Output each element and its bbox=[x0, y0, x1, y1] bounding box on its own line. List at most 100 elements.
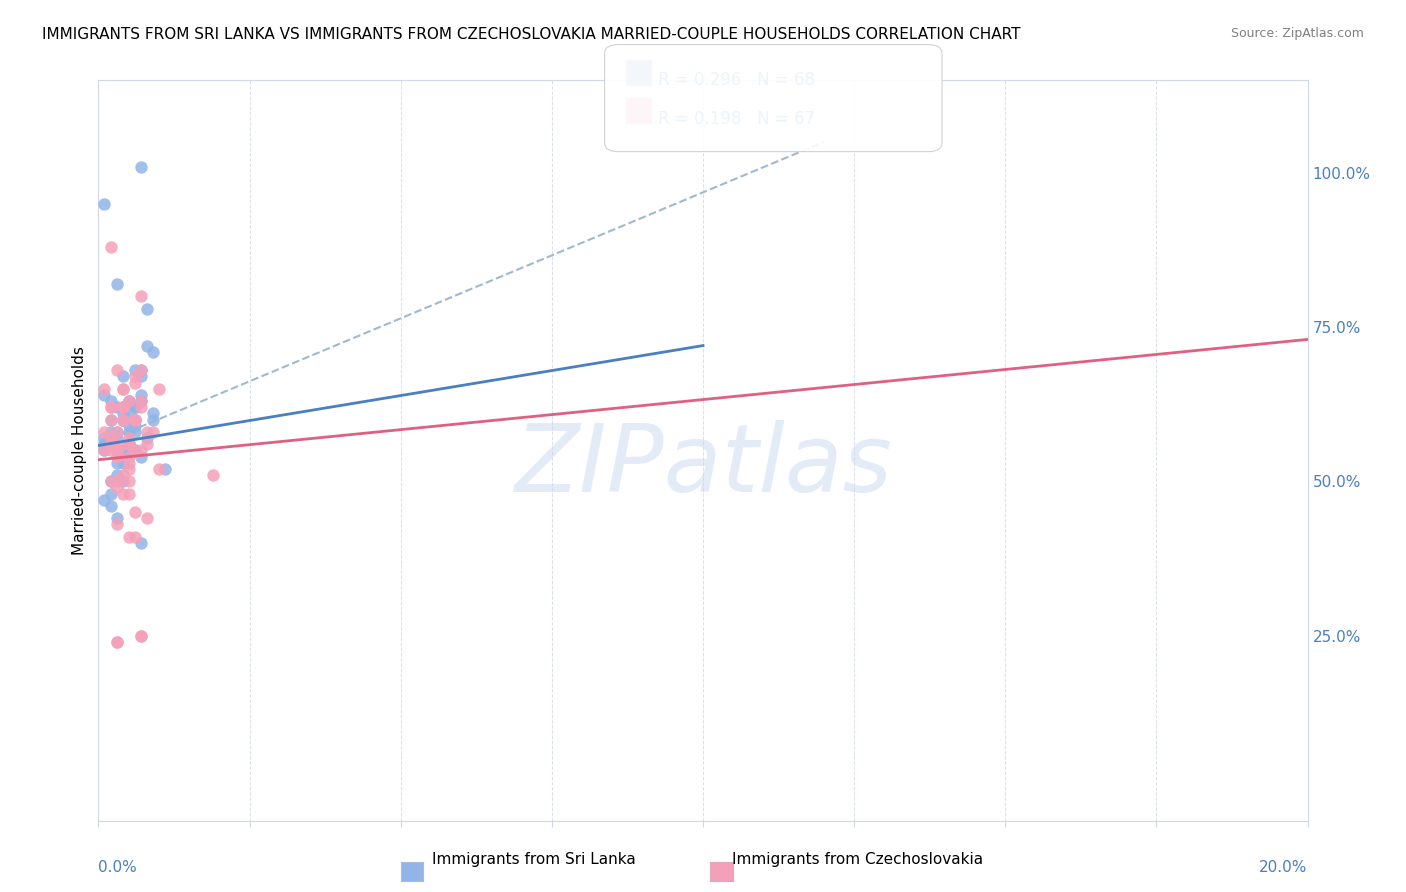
Point bbox=[124, 369, 146, 384]
Point bbox=[100, 437, 122, 451]
Point bbox=[93, 443, 115, 458]
Point bbox=[135, 425, 157, 439]
Point bbox=[111, 401, 134, 415]
Text: Immigrants from Sri Lanka: Immigrants from Sri Lanka bbox=[433, 852, 636, 867]
Point bbox=[93, 425, 115, 439]
Point bbox=[105, 443, 128, 458]
Point bbox=[118, 394, 141, 409]
Point bbox=[100, 431, 122, 445]
Point bbox=[100, 475, 122, 489]
Point bbox=[124, 412, 146, 426]
Point bbox=[93, 443, 115, 458]
Text: Immigrants from Czechoslovakia: Immigrants from Czechoslovakia bbox=[733, 852, 983, 867]
Point bbox=[100, 240, 122, 254]
Point bbox=[100, 475, 122, 489]
Point bbox=[105, 431, 128, 445]
Text: Source: ZipAtlas.com: Source: ZipAtlas.com bbox=[1230, 27, 1364, 40]
Y-axis label: Married-couple Households: Married-couple Households bbox=[72, 346, 87, 555]
Point bbox=[124, 401, 146, 415]
Point bbox=[118, 437, 141, 451]
Point bbox=[111, 401, 134, 415]
Point bbox=[111, 475, 134, 489]
Point bbox=[124, 530, 146, 544]
Point bbox=[93, 437, 115, 451]
Point bbox=[100, 412, 122, 426]
Point bbox=[105, 401, 128, 415]
Point bbox=[105, 277, 128, 291]
Point bbox=[105, 443, 128, 458]
Point bbox=[105, 443, 128, 458]
Point bbox=[135, 431, 157, 445]
Point bbox=[111, 468, 134, 483]
Text: 20.0%: 20.0% bbox=[1260, 860, 1308, 874]
Point bbox=[142, 425, 165, 439]
Point bbox=[118, 486, 141, 500]
Point bbox=[100, 431, 122, 445]
Point bbox=[118, 443, 141, 458]
Point bbox=[124, 363, 146, 377]
Point bbox=[129, 160, 152, 174]
Point bbox=[111, 412, 134, 426]
Text: R = 0.296   N = 68: R = 0.296 N = 68 bbox=[658, 71, 815, 89]
Point bbox=[118, 456, 141, 470]
Point bbox=[124, 443, 146, 458]
Point bbox=[111, 382, 134, 396]
Point bbox=[93, 382, 115, 396]
Point bbox=[118, 437, 141, 451]
Point bbox=[124, 418, 146, 433]
Text: R = 0.198   N = 67: R = 0.198 N = 67 bbox=[658, 110, 815, 128]
Point bbox=[100, 401, 122, 415]
Point bbox=[100, 443, 122, 458]
Point bbox=[118, 407, 141, 421]
Point bbox=[105, 517, 128, 532]
Point bbox=[111, 369, 134, 384]
Point bbox=[118, 394, 141, 409]
Point bbox=[129, 363, 152, 377]
Point bbox=[93, 196, 115, 211]
Point bbox=[105, 443, 128, 458]
Point bbox=[100, 412, 122, 426]
Point bbox=[105, 475, 128, 489]
Point bbox=[124, 376, 146, 390]
Point bbox=[93, 388, 115, 402]
Point bbox=[118, 450, 141, 464]
Point bbox=[105, 456, 128, 470]
Point bbox=[129, 388, 152, 402]
Point bbox=[118, 462, 141, 476]
Point bbox=[118, 431, 141, 445]
Text: ZIPatlas: ZIPatlas bbox=[515, 420, 891, 511]
Point bbox=[118, 475, 141, 489]
Point bbox=[111, 382, 134, 396]
Point bbox=[129, 394, 152, 409]
Point bbox=[202, 468, 225, 483]
Point bbox=[118, 443, 141, 458]
Point bbox=[111, 437, 134, 451]
Point bbox=[111, 456, 134, 470]
Text: 0.0%: 0.0% bbox=[98, 860, 138, 874]
Point bbox=[111, 401, 134, 415]
Point bbox=[100, 401, 122, 415]
Point bbox=[105, 511, 128, 525]
Point bbox=[93, 492, 115, 507]
Point bbox=[129, 443, 152, 458]
Point bbox=[129, 536, 152, 550]
Point bbox=[111, 407, 134, 421]
Point bbox=[129, 394, 152, 409]
Point bbox=[105, 443, 128, 458]
Point bbox=[100, 486, 122, 500]
Point bbox=[142, 344, 165, 359]
Point bbox=[153, 462, 176, 476]
Point bbox=[105, 634, 128, 648]
Point bbox=[111, 443, 134, 458]
Point bbox=[93, 431, 115, 445]
Point bbox=[111, 412, 134, 426]
Point bbox=[111, 412, 134, 426]
Point bbox=[135, 338, 157, 352]
Point bbox=[124, 505, 146, 519]
Point bbox=[105, 634, 128, 648]
Point bbox=[105, 480, 128, 494]
Point bbox=[142, 412, 165, 426]
Point bbox=[118, 530, 141, 544]
Point bbox=[129, 628, 152, 642]
Point bbox=[124, 401, 146, 415]
